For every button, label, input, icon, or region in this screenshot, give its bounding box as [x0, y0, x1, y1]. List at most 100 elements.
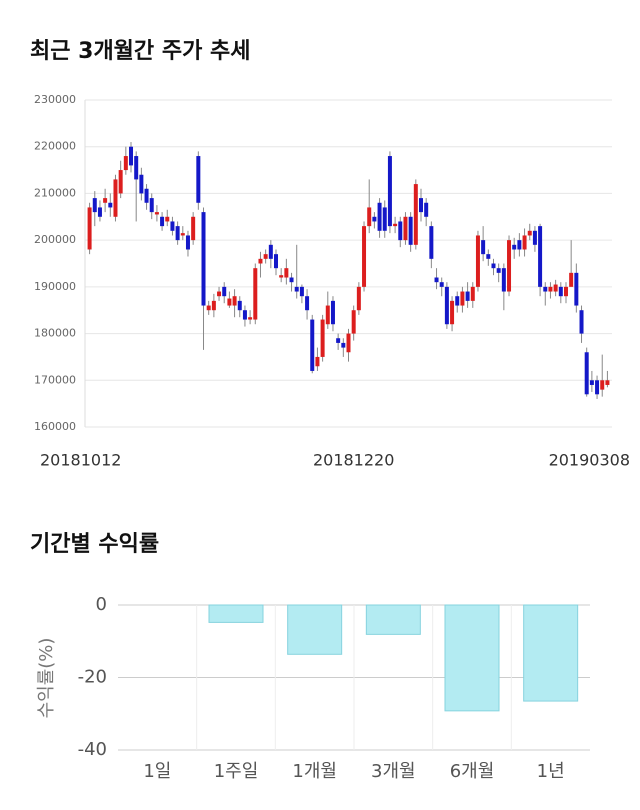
candle-body [274, 254, 279, 269]
candle-body [496, 268, 501, 273]
y-tick-label: 180000 [34, 327, 76, 340]
candle-body [92, 198, 97, 213]
candle-body [486, 254, 491, 259]
candle-body [605, 380, 610, 385]
candle-body [258, 258, 263, 264]
candle-body [589, 380, 594, 385]
candle-body [144, 188, 149, 203]
candle-body [538, 226, 543, 287]
x-tick-label: 20181012 [40, 451, 121, 470]
candle-body [263, 254, 268, 259]
candle-body [154, 212, 159, 215]
candle-body [429, 226, 434, 259]
candle-body [512, 244, 517, 250]
candle-body [211, 300, 216, 311]
candle-body [367, 207, 372, 227]
candle-body [180, 233, 185, 236]
bar [287, 604, 343, 655]
candle-body [569, 272, 574, 287]
candle-body [330, 300, 335, 325]
y-tick-label: 200000 [34, 233, 76, 246]
bar [523, 604, 579, 702]
candle-body [299, 286, 304, 297]
chart-title: 최근 3개월간 주가 추세 [30, 39, 250, 64]
candle-body [294, 286, 299, 292]
y-tick-label: 170000 [34, 373, 76, 386]
candle-body [242, 310, 247, 320]
candle-body [584, 352, 589, 395]
candle-body [377, 202, 382, 231]
candle-body [108, 202, 113, 208]
candle-body [408, 216, 413, 245]
x-tick-label: 1개월 [292, 761, 337, 782]
candle-body [356, 286, 361, 311]
candle-body [103, 198, 108, 203]
candle-body [517, 240, 522, 250]
candle-body [315, 356, 320, 367]
candle-body [600, 380, 605, 390]
x-tick-label: 3개월 [371, 761, 416, 782]
candle-body [185, 235, 190, 250]
candle-body [305, 296, 310, 311]
bar [444, 604, 500, 712]
candle-body [527, 230, 532, 236]
x-tick-label: 1주일 [214, 761, 259, 782]
y-tick-label: 230000 [34, 93, 76, 106]
candle-body [574, 272, 579, 306]
candle-body [191, 216, 196, 241]
candle-body [532, 230, 537, 245]
candle-body [455, 296, 460, 306]
candle-body [543, 286, 548, 292]
candle-body [450, 300, 455, 325]
candle-body [134, 156, 139, 180]
candle-body [434, 277, 439, 283]
candle-body [424, 202, 429, 217]
candle-body [232, 296, 237, 306]
candle-body [398, 221, 403, 241]
candle-body [123, 156, 128, 171]
candle-body [351, 310, 356, 334]
candle-body [87, 207, 92, 250]
y-tick-label: 190000 [34, 280, 76, 293]
candle-body [491, 263, 496, 269]
y-tick-label: 210000 [34, 186, 76, 199]
candle-body [289, 277, 294, 283]
x-tick-label: 1년 [537, 761, 565, 782]
candle-body [310, 319, 315, 371]
bar [365, 604, 421, 635]
candle-body [196, 156, 201, 203]
candle-body [320, 319, 325, 357]
candle-body [222, 286, 227, 297]
candle-body [563, 286, 568, 297]
candle-body [325, 305, 330, 325]
y-axis-label: 수익률(%) [36, 638, 57, 719]
y-tick-label: -40 [78, 739, 107, 760]
candle-body [403, 216, 408, 241]
candle-body [160, 216, 165, 227]
candle-body [444, 286, 449, 325]
candle-body [387, 156, 392, 227]
x-tick-label: 20190308 [549, 451, 630, 470]
candle-body [372, 216, 377, 222]
candle-body [206, 305, 211, 311]
candle-body [470, 286, 475, 301]
candle-body [382, 207, 387, 231]
y-tick-label: -20 [78, 667, 107, 688]
y-tick-label: 220000 [34, 140, 76, 153]
candle-body [460, 291, 465, 306]
candle-body [595, 380, 600, 395]
candle-body [548, 286, 553, 292]
candle-body [149, 198, 154, 213]
candle-body [279, 275, 284, 278]
candle-body [201, 212, 206, 306]
candle-body [481, 240, 486, 255]
candle-body [522, 235, 527, 250]
candle-body [393, 223, 398, 227]
candle-body [237, 300, 242, 311]
candle-body [418, 198, 423, 213]
candle-body [336, 338, 341, 343]
candle-body [553, 284, 558, 292]
y-tick-label: 160000 [34, 420, 76, 433]
candle-body [170, 221, 175, 231]
